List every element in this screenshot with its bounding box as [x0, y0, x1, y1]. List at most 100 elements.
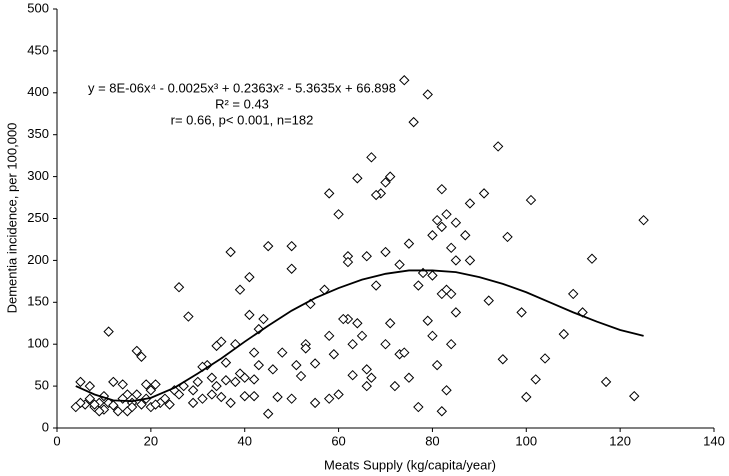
data-point	[131, 389, 142, 400]
data-point	[206, 389, 218, 400]
data-point	[399, 75, 410, 86]
data-point	[267, 364, 279, 375]
data-point	[492, 141, 504, 152]
data-point	[384, 171, 396, 182]
data-point	[84, 380, 96, 392]
data-point	[427, 270, 438, 281]
data-point	[225, 397, 236, 409]
x-axis-label: Meats Supply (kg/capita/year)	[324, 457, 496, 472]
data-point	[187, 397, 199, 409]
data-point	[352, 173, 363, 184]
data-point	[629, 390, 640, 402]
data-point	[394, 259, 405, 270]
data-point	[436, 221, 448, 233]
x-tick-label: 80	[425, 433, 439, 448]
data-point	[366, 372, 377, 383]
data-point	[291, 359, 302, 371]
data-point	[361, 364, 372, 375]
data-point	[262, 240, 274, 252]
data-point	[422, 315, 433, 326]
data-point	[427, 330, 438, 342]
data-point	[248, 347, 260, 358]
data-point	[399, 347, 410, 358]
data-point	[384, 318, 396, 329]
data-point	[192, 376, 203, 388]
data-point	[333, 389, 344, 400]
data-point	[441, 209, 452, 220]
data-point	[84, 393, 96, 404]
data-point	[206, 372, 218, 383]
data-point	[436, 183, 448, 195]
data-point	[525, 194, 537, 206]
data-point	[183, 311, 194, 322]
data-point	[361, 380, 372, 392]
data-point	[187, 385, 199, 396]
annotation: R² = 0.43	[215, 96, 269, 111]
data-point	[352, 318, 363, 329]
y-tick-label: 500	[27, 0, 49, 15]
data-point	[558, 328, 570, 340]
data-point	[516, 307, 527, 318]
data-point	[366, 152, 377, 163]
data-point	[333, 209, 344, 220]
data-point	[464, 255, 476, 266]
data-point	[98, 390, 110, 402]
data-point	[140, 379, 152, 390]
y-tick-label: 250	[27, 210, 49, 225]
annotation: r= 0.66, p< 0.001, n=182	[171, 112, 314, 127]
data-point	[361, 251, 372, 262]
data-point	[600, 376, 612, 388]
data-point	[225, 246, 236, 258]
data-point	[638, 214, 649, 226]
data-point	[328, 349, 340, 360]
data-point	[539, 353, 551, 364]
data-point	[150, 399, 161, 410]
data-point	[380, 338, 391, 350]
data-point	[323, 330, 335, 342]
data-point	[244, 271, 255, 283]
data-point	[277, 347, 288, 358]
y-tick-label: 350	[27, 126, 49, 141]
x-tick-label: 0	[53, 433, 60, 448]
data-point	[370, 280, 382, 291]
data-point	[173, 389, 185, 400]
data-point	[380, 177, 391, 188]
y-tick-label: 50	[35, 378, 49, 393]
data-point	[422, 89, 433, 100]
data-point	[427, 230, 438, 241]
data-point	[286, 393, 297, 404]
data-point	[530, 374, 541, 385]
data-point	[248, 374, 260, 385]
data-point	[356, 330, 368, 342]
data-point	[380, 246, 391, 258]
data-point	[445, 242, 457, 254]
data-point	[431, 359, 443, 371]
data-point	[436, 406, 448, 417]
data-point	[248, 390, 260, 402]
data-point	[220, 357, 232, 368]
y-tick-label: 300	[27, 168, 49, 183]
data-point	[234, 284, 246, 295]
data-point	[75, 376, 86, 388]
data-point	[300, 343, 311, 354]
data-point	[323, 188, 335, 199]
data-point	[403, 238, 415, 249]
data-point	[239, 372, 250, 383]
data-point	[244, 309, 255, 321]
data-point	[436, 288, 448, 300]
data-point	[309, 358, 321, 369]
data-point	[521, 391, 532, 403]
data-point	[450, 307, 462, 318]
data-point	[173, 282, 185, 293]
data-point	[370, 189, 382, 201]
data-point	[431, 214, 443, 226]
x-tick-label: 40	[237, 433, 251, 448]
data-point	[286, 240, 297, 252]
x-tick-label: 100	[515, 433, 537, 448]
x-tick-label: 140	[703, 433, 725, 448]
data-point	[286, 263, 297, 274]
data-point	[253, 359, 265, 371]
data-point	[131, 345, 142, 357]
data-point	[112, 406, 124, 417]
